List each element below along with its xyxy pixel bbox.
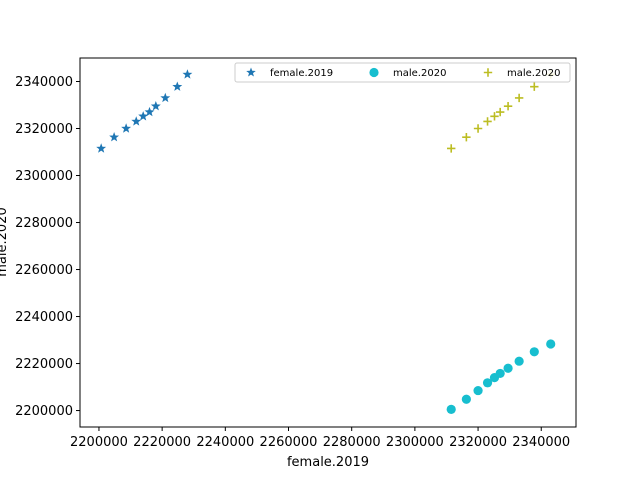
legend: female.2019 male.2020 male.2020 — [234, 62, 571, 83]
data-point — [473, 385, 483, 396]
data-point — [495, 107, 505, 117]
data-point — [172, 81, 183, 91]
legend-label: male.2020 — [507, 68, 560, 79]
y-tick-label: 2280000 — [15, 216, 73, 231]
data-point — [490, 112, 499, 121]
y-tick-label: 2220000 — [15, 357, 73, 372]
data-point — [138, 111, 149, 121]
data-point — [462, 133, 471, 142]
legend-marker — [483, 68, 493, 77]
data-point — [461, 394, 471, 404]
x-tick-label: 2280000 — [323, 435, 381, 450]
legend-marker — [369, 67, 379, 78]
data-point — [482, 378, 493, 388]
series-0 — [96, 69, 193, 153]
y-axis-ticks: 2200000 2220000 2240000 2260000 2280000 23000… — [15, 75, 80, 419]
y-tick-label: 2300000 — [15, 169, 73, 184]
x-tick-label: 2340000 — [512, 435, 570, 450]
data-point — [121, 123, 132, 133]
legend-marker — [246, 67, 256, 77]
legend-item: female.2019 — [246, 67, 333, 79]
y-axis-label: male.2020 — [0, 207, 10, 276]
x-tick-label: 2260000 — [260, 435, 318, 450]
data-point — [182, 69, 193, 79]
data-point — [503, 101, 513, 111]
data-point — [447, 144, 456, 153]
data-point — [483, 117, 492, 126]
x-axis-ticks: 2200000 2220000 2240000 2260000 2280000 23000… — [70, 427, 570, 450]
y-tick-label: 2320000 — [15, 122, 73, 137]
y-tick-label: 2340000 — [15, 75, 73, 90]
data-point — [529, 347, 539, 357]
series-2 — [447, 70, 555, 153]
y-tick-label: 2240000 — [15, 310, 73, 325]
data-point — [144, 106, 155, 117]
data-point — [109, 132, 120, 142]
x-tick-label: 2200000 — [70, 435, 128, 450]
x-tick-label: 2300000 — [386, 435, 444, 450]
data-point — [495, 368, 505, 379]
legend-item: male.2020 — [369, 67, 446, 79]
data-point — [503, 363, 513, 373]
data-point — [96, 143, 107, 153]
y-tick-label: 2200000 — [15, 404, 73, 419]
x-tick-label: 2320000 — [449, 435, 507, 450]
series-1 — [446, 339, 556, 414]
data-point — [160, 92, 171, 103]
data-point — [446, 404, 456, 414]
data-point — [514, 356, 524, 366]
legend-label: female.2019 — [270, 68, 333, 79]
data-point — [150, 100, 161, 111]
x-axis-label: female.2019 — [287, 455, 369, 470]
plot-area — [96, 69, 556, 414]
data-point — [131, 116, 142, 126]
data-point — [546, 339, 556, 349]
data-point — [514, 93, 524, 103]
legend-item: male.2020 — [483, 68, 560, 79]
axes-frame — [79, 57, 577, 428]
y-tick-label: 2260000 — [15, 263, 73, 278]
data-point — [530, 82, 539, 91]
data-point — [473, 124, 483, 133]
legend-label: male.2020 — [393, 68, 446, 79]
x-tick-label: 2240000 — [196, 435, 254, 450]
x-tick-label: 2220000 — [133, 435, 191, 450]
legend-box — [234, 62, 571, 83]
